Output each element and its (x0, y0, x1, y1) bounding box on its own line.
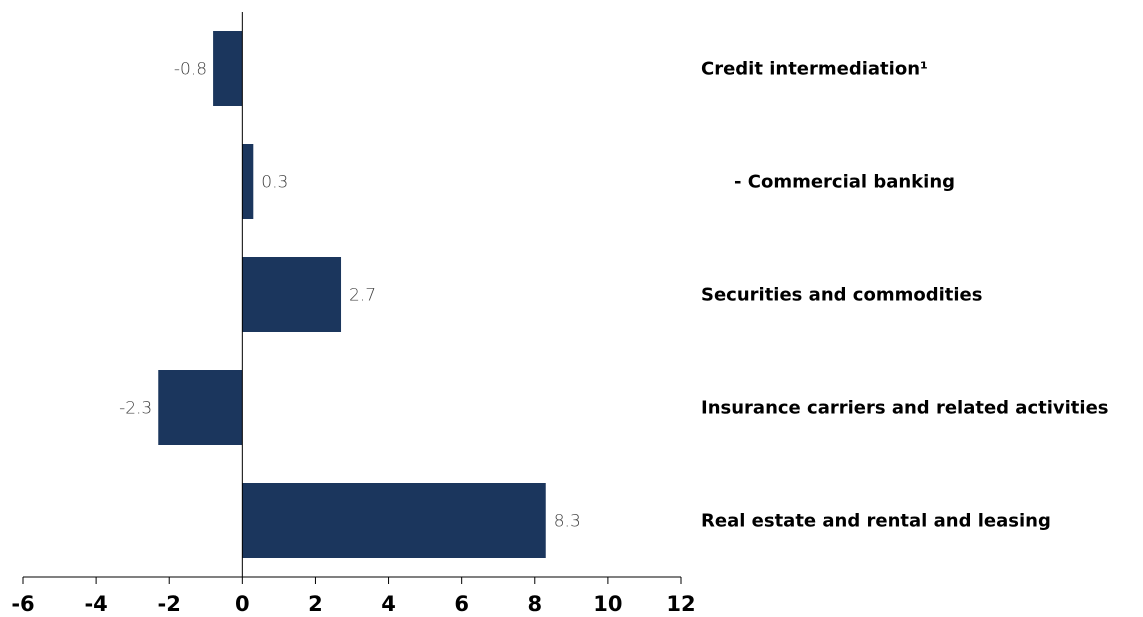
data-label-0: -0.8 (174, 60, 207, 80)
category-label-0: Credit intermediation¹ (701, 59, 928, 80)
category-label-4: Real estate and rental and leasing (701, 511, 1051, 532)
category-label-3: Insurance carriers and related activitie… (701, 398, 1109, 419)
x-tick-label-9: 12 (666, 592, 695, 616)
x-tick-label-8: 10 (593, 592, 622, 616)
bar-0 (213, 31, 243, 106)
x-tick-label-1: -4 (84, 592, 107, 616)
x-tick-label-5: 4 (381, 592, 396, 616)
data-label-1: 0.3 (261, 173, 288, 193)
data-labels-group: -0.8 0.3 2.7 -2.3 8.3 (119, 60, 581, 532)
data-label-3: -2.3 (119, 399, 152, 419)
bar-4 (242, 483, 546, 558)
x-tick-label-2: -2 (158, 592, 181, 616)
bars-group (158, 31, 546, 558)
category-labels-group: Credit intermediation¹ - Commercial banki… (701, 59, 1109, 532)
bar-3 (158, 370, 243, 445)
x-tick-label-3: 0 (235, 592, 250, 616)
category-label-1: - Commercial banking (734, 172, 955, 193)
data-label-2: 2.7 (349, 286, 376, 306)
x-tick-label-0: -6 (11, 592, 34, 616)
x-tick-label-6: 6 (454, 592, 469, 616)
category-label-2: Securities and commodities (701, 285, 982, 306)
x-tick-label-7: 8 (527, 592, 542, 616)
bar-1 (242, 144, 254, 219)
data-label-4: 8.3 (554, 512, 581, 532)
x-ticks-group: -6 -4 -2 0 2 4 6 8 10 12 (11, 577, 696, 616)
x-tick-label-4: 2 (308, 592, 323, 616)
bar-2 (242, 257, 342, 332)
